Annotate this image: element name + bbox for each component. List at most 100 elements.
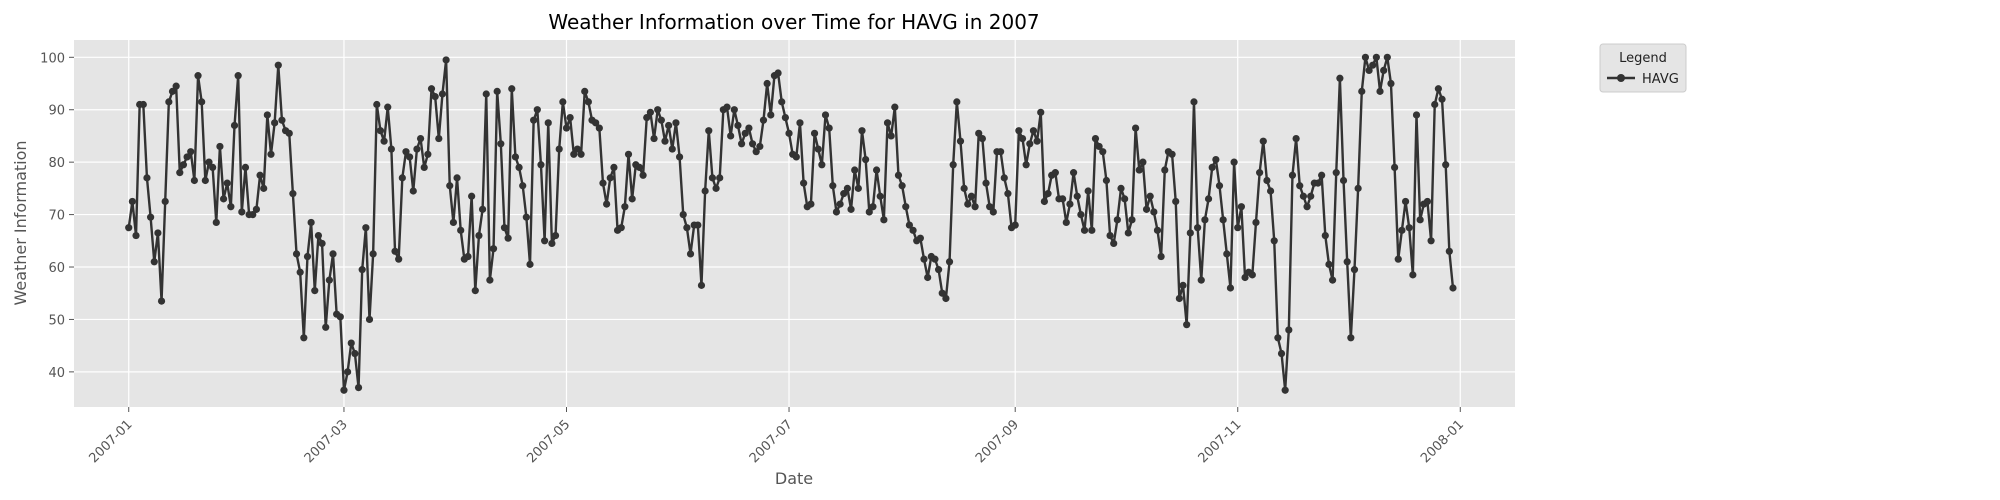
data-point [1387, 79, 1395, 88]
data-point [1434, 85, 1442, 93]
data-point [1204, 195, 1213, 203]
data-point [354, 384, 363, 392]
data-point [1128, 216, 1136, 224]
data-point [1423, 197, 1432, 206]
data-point [187, 148, 195, 156]
data-point [147, 213, 155, 221]
data-point [942, 294, 950, 303]
data-point [1365, 66, 1373, 75]
data-point [1135, 166, 1143, 174]
data-point [500, 224, 509, 232]
data-point [1077, 210, 1085, 219]
data-point [1179, 281, 1187, 289]
y-tick-label: 50 [48, 313, 65, 328]
data-point [734, 121, 742, 130]
data-point [705, 127, 713, 135]
data-point [592, 119, 600, 127]
data-point [497, 140, 505, 148]
data-point [318, 239, 326, 248]
data-point [851, 166, 859, 174]
data-point [464, 252, 472, 261]
data-point [1274, 334, 1282, 342]
data-point [322, 323, 330, 331]
data-point [431, 93, 439, 101]
data-point [139, 100, 147, 109]
data-point [1084, 187, 1092, 195]
data-point [336, 313, 344, 321]
data-point [945, 258, 954, 266]
data-point [1354, 184, 1362, 192]
data-point [843, 184, 852, 192]
data-point [894, 171, 903, 179]
data-point [967, 192, 976, 200]
data-point [409, 187, 417, 195]
data-point [398, 174, 406, 182]
data-point [617, 224, 625, 232]
data-point [358, 266, 366, 274]
data-point [1380, 66, 1388, 75]
data-point [1234, 224, 1242, 232]
data-point [646, 108, 655, 116]
data-point [679, 210, 687, 219]
data-point [869, 203, 877, 211]
data-point [1288, 171, 1297, 179]
data-point [176, 169, 184, 177]
data-point [1394, 255, 1402, 263]
data-point [183, 153, 191, 161]
data-point [289, 190, 297, 198]
data-point [935, 266, 943, 274]
data-point [971, 203, 979, 211]
data-point [657, 116, 665, 124]
data-point [1307, 192, 1315, 200]
x-tick-label: 2007-07 [747, 417, 796, 466]
data-point [376, 127, 385, 135]
x-tick-label: 2008-01 [1418, 417, 1467, 466]
data-point [847, 205, 855, 213]
data-point [533, 106, 541, 114]
data-point [595, 124, 603, 132]
chart-title: Weather Information over Time for HAVG i… [548, 10, 1039, 34]
data-point [1296, 182, 1304, 190]
data-point [256, 171, 264, 179]
data-point [420, 163, 428, 171]
data-point [1117, 184, 1125, 192]
data-point [544, 119, 552, 127]
data-point [1248, 271, 1256, 279]
data-point [453, 174, 461, 182]
data-point [373, 100, 381, 109]
data-point [205, 158, 213, 166]
data-point [785, 129, 793, 137]
data-point [745, 124, 753, 132]
data-point [1215, 182, 1224, 190]
data-point [1132, 124, 1140, 132]
data-point [1350, 266, 1359, 274]
data-point [738, 140, 746, 148]
data-point [1190, 98, 1198, 106]
data-point [249, 210, 257, 219]
data-point [836, 200, 844, 208]
data-point [1106, 231, 1114, 240]
data-point [442, 56, 450, 64]
data-point [825, 124, 833, 132]
data-point [938, 289, 946, 297]
data-point [949, 161, 957, 169]
data-point [905, 221, 914, 229]
data-point [931, 255, 939, 263]
data-point [234, 72, 242, 80]
data-point [1201, 216, 1209, 224]
data-point [668, 145, 676, 153]
data-point [555, 145, 563, 153]
data-point [960, 184, 968, 192]
data-point [1314, 179, 1322, 187]
data-point [639, 171, 647, 179]
data-point [486, 276, 494, 284]
data-point [818, 161, 826, 169]
data-point [1445, 247, 1453, 255]
data-point [920, 255, 928, 263]
data-point [716, 174, 724, 182]
data-point [763, 79, 771, 88]
data-point [752, 148, 760, 156]
data-point [1303, 203, 1311, 211]
data-point [909, 226, 917, 234]
